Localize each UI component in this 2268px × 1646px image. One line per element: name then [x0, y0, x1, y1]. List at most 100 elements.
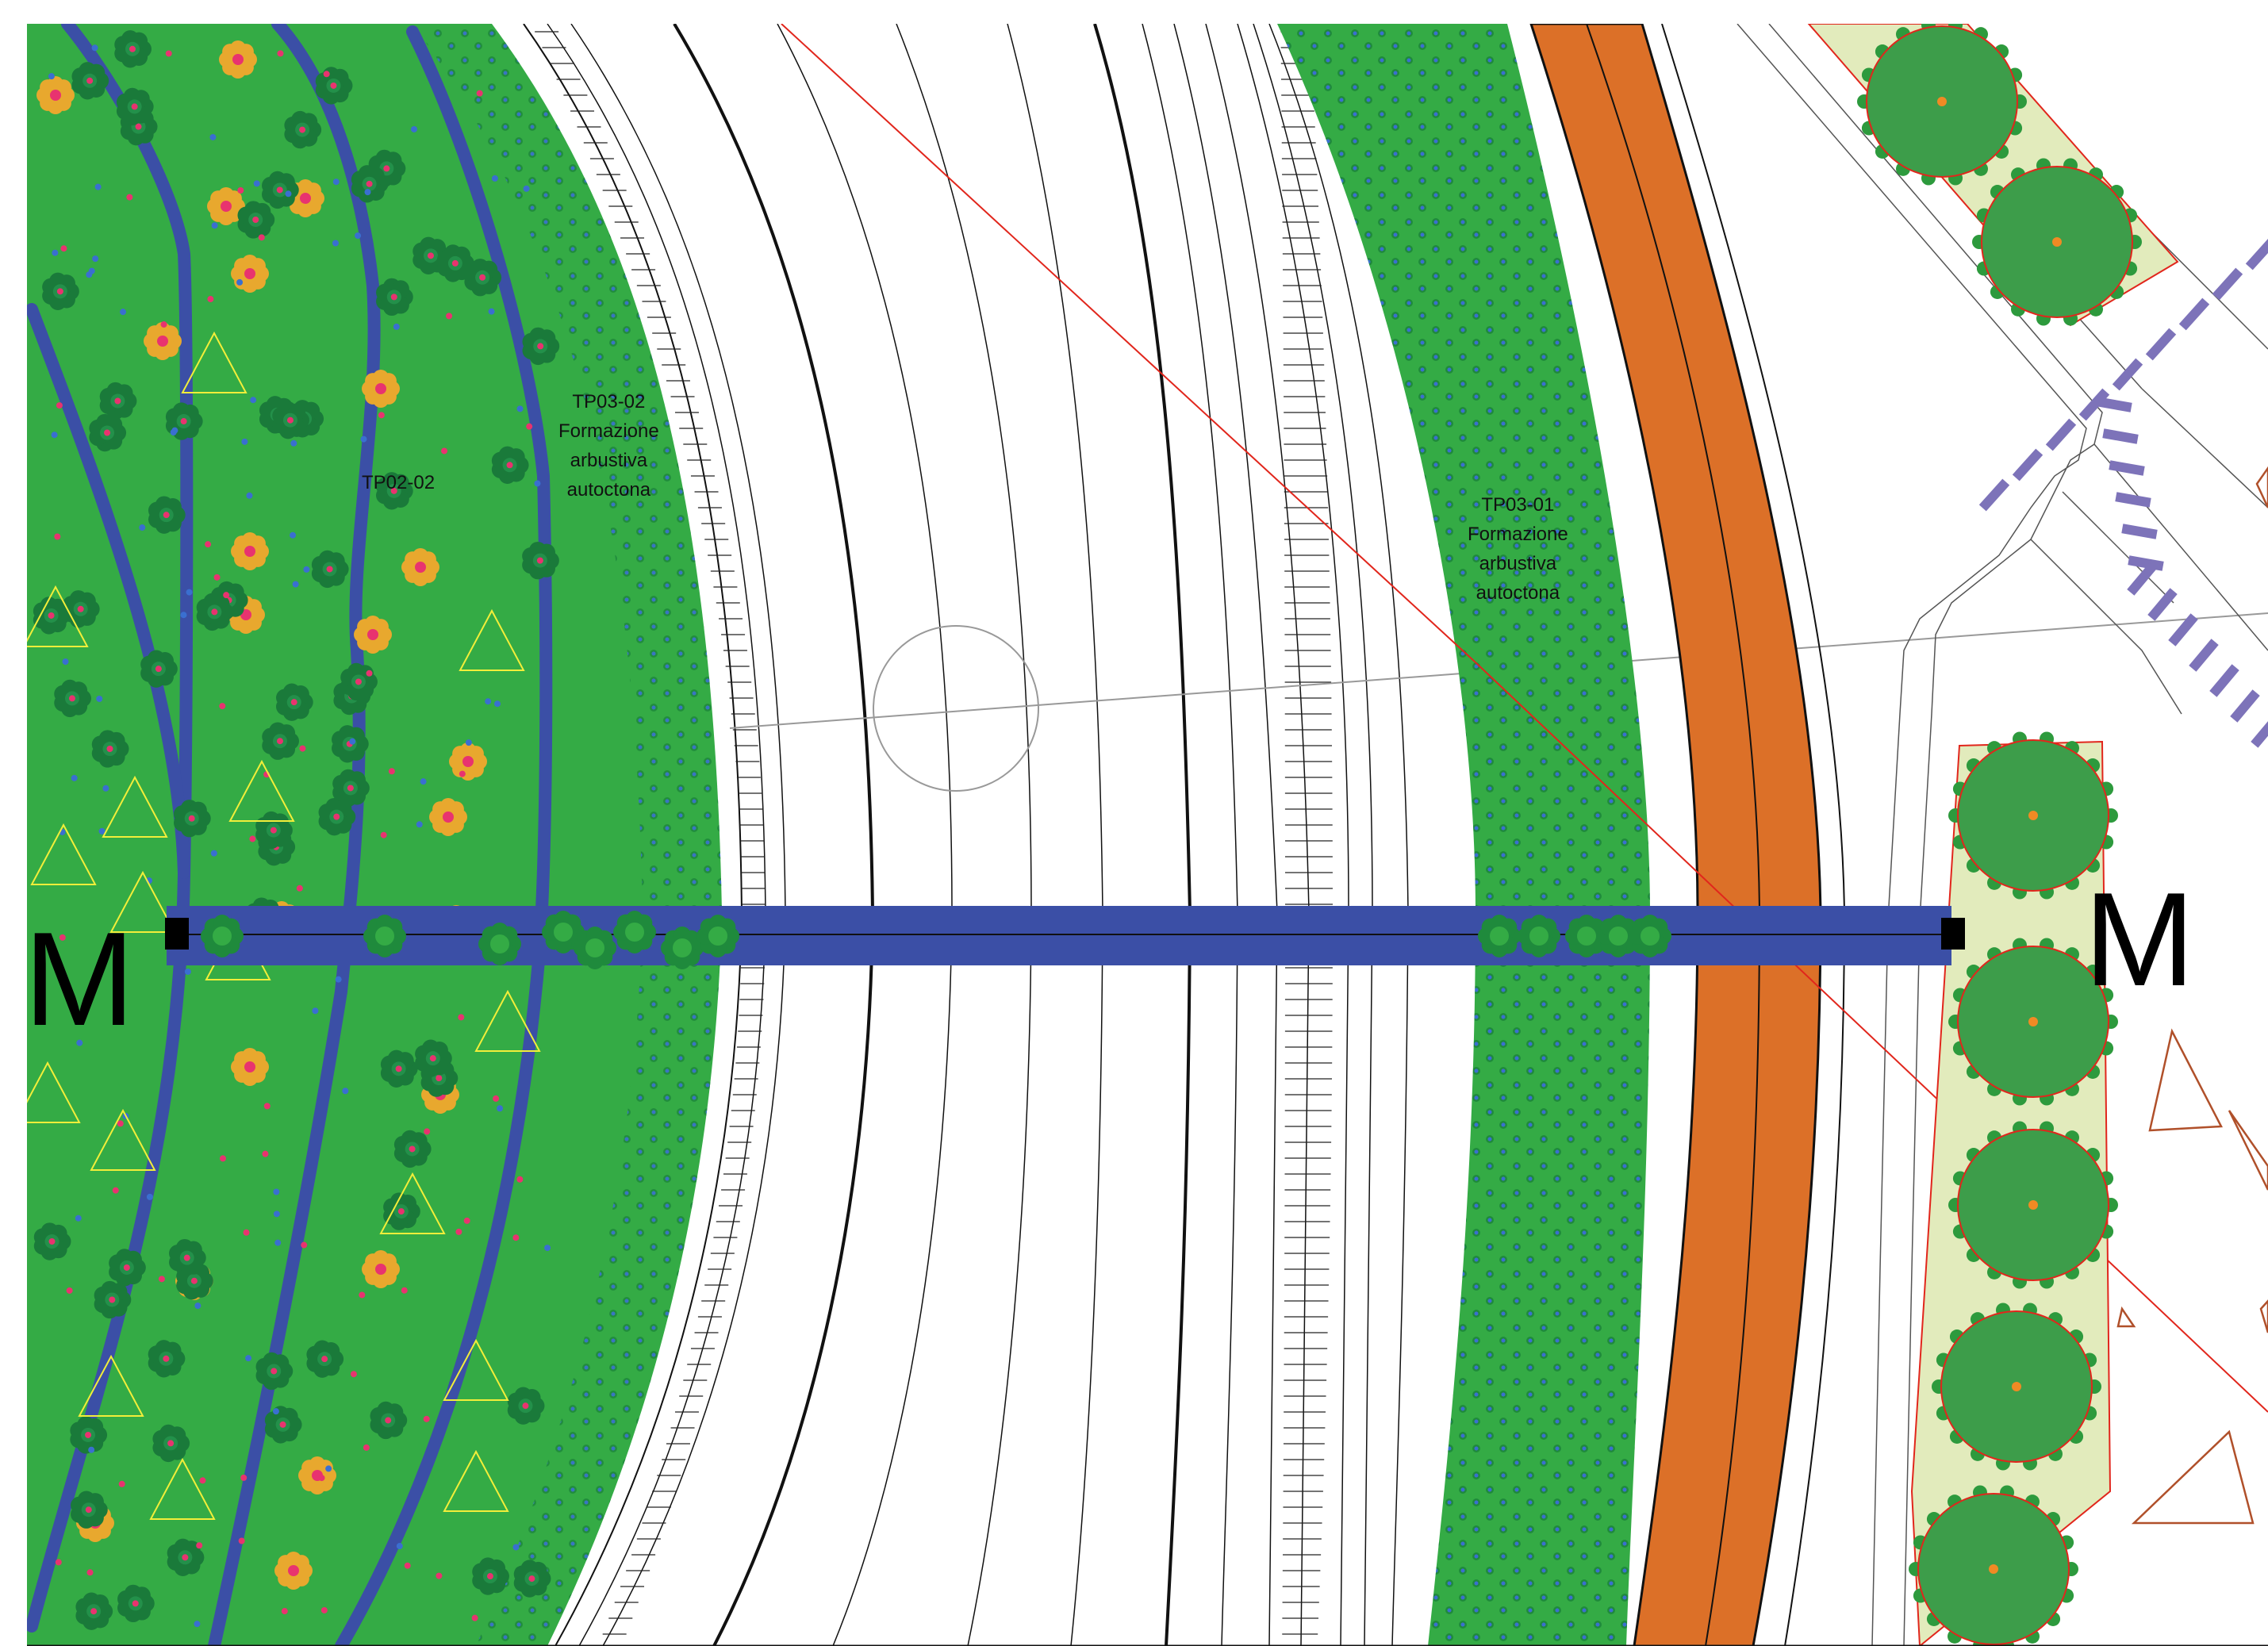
flower-shrub-icon: [231, 1048, 269, 1086]
shrub-icon: [415, 1039, 452, 1077]
tree-icon: [1948, 1121, 2118, 1289]
label-tp03-02-code: TP03-02: [572, 391, 646, 412]
label-tp03-01-line3: arbustiva: [1479, 553, 1557, 574]
shrub-icon: [148, 1340, 186, 1378]
shrub-icon: [62, 590, 100, 628]
shrub-icon: [152, 1424, 190, 1463]
triangle-symbol-icon: [149, 1457, 216, 1520]
shrub-icon: [513, 1560, 551, 1598]
triangle-symbol-icon: [2116, 1306, 2136, 1328]
shrub-icon: [272, 401, 309, 439]
rust-band: [1529, 22, 1846, 1646]
section-bar-shrubs: [201, 911, 1671, 969]
shrub-icon: [697, 915, 739, 957]
shrub-icon: [472, 1557, 509, 1595]
flower-shrub-icon: [36, 76, 75, 114]
triangle-symbol-icon: [2255, 466, 2268, 508]
shrub-icon: [109, 1249, 146, 1287]
survey-red-lines: [781, 23, 2268, 1413]
frame-top-margin: [0, 0, 2268, 24]
triangle-symbol-icon: [102, 775, 168, 838]
flower-shrub-icon: [362, 370, 400, 408]
shrub-icon: [33, 597, 71, 635]
shrub-band-tp03-01: [1277, 24, 1650, 1646]
section-marker-icon: [165, 918, 189, 950]
section-mark-left: M: [24, 904, 135, 1053]
triangle-symbol-icon: [474, 989, 541, 1052]
label-tp02-02-code: TP02-02: [362, 472, 436, 493]
shrub-icon: [54, 679, 91, 718]
flower-shrub-icon: [449, 742, 487, 781]
triangle-symbol-icon: [14, 1061, 81, 1123]
shrub-icon: [574, 927, 616, 969]
label-tp03-02-line4: autoctona: [566, 479, 651, 501]
left-planting-zone: [14, 17, 722, 1646]
triangle-symbol-icon: [22, 585, 89, 647]
shrub-icon: [264, 1406, 302, 1444]
triangle-symbol-icon: [443, 1449, 509, 1512]
shrub-icon: [196, 593, 234, 631]
triangle-symbol-icon: [78, 1354, 144, 1417]
survey-circle: [873, 625, 1039, 792]
triangle-symbol-icon: [109, 870, 176, 933]
shrub-icon: [42, 272, 79, 311]
shrub-icon: [522, 327, 560, 366]
tree-icon: [1932, 1303, 2101, 1471]
shrub-icon: [255, 1352, 294, 1391]
label-tp03-01-line2: Formazione: [1468, 524, 1568, 545]
flower-shrub-icon: [231, 532, 269, 570]
section-mark-right: M: [2084, 865, 2195, 1014]
triangle-symbol-icon: [30, 823, 97, 885]
shrub-icon: [522, 541, 559, 580]
shrub-icon: [315, 67, 353, 105]
label-tp03-02-line3: arbustiva: [570, 450, 648, 471]
flower-shrub-icon: [354, 616, 392, 654]
shrub-icon: [613, 911, 656, 953]
flower-shrub-icon: [144, 322, 182, 360]
shrub-icon: [33, 1222, 71, 1260]
triangle-symbol-icon: [459, 608, 525, 671]
shrub-band-tp03-02: [413, 24, 722, 1646]
label-tp03-01-code: TP03-01: [1481, 494, 1555, 516]
shrub-icon: [70, 1416, 108, 1454]
shrub-icon: [507, 1387, 545, 1425]
triangle-symbol-icon: [228, 759, 295, 822]
shrub-icon: [71, 62, 109, 100]
tree-icon: [1948, 938, 2118, 1106]
meadow-area: [27, 24, 722, 1646]
triangle-symbol-icon: [443, 1338, 509, 1401]
section-bar: [165, 906, 1965, 965]
triangle-symbol-icon: [379, 1172, 446, 1234]
shrub-icon: [89, 413, 127, 452]
shrub-icon: [1629, 915, 1671, 957]
shrub-icon: [71, 1491, 108, 1529]
shrub-icon: [99, 382, 137, 420]
shrub-icon: [174, 800, 211, 838]
shrub-icon: [413, 236, 450, 274]
shrub-icon: [276, 683, 313, 721]
label-tp03-02-line2: Formazione: [558, 420, 659, 442]
flower-shrub-icon: [429, 798, 467, 836]
shrub-icon: [491, 446, 529, 484]
shrub-icon: [311, 550, 349, 589]
shrub-icon: [114, 30, 152, 68]
triangle-symbol-icon: [2259, 1299, 2268, 1333]
shrub-icon: [237, 201, 275, 239]
shrub-icon: [1518, 915, 1560, 957]
shrub-icon: [370, 1401, 408, 1440]
shrub-icon: [351, 165, 389, 203]
shrub-icon: [94, 1280, 132, 1319]
shrub-icon: [376, 278, 413, 317]
label-tp03-01: TP03-01 Formazione arbustiva autoctona: [1468, 490, 1568, 608]
shrub-icon: [340, 662, 378, 701]
triangle-symbol-icon: [2131, 1429, 2255, 1525]
shrub-icon: [117, 1584, 155, 1623]
shrub-icon: [393, 1130, 432, 1168]
road-lines: [523, 22, 1409, 1646]
triangle-symbol-icon: [181, 331, 248, 393]
label-tp03-02: TP03-02 Formazione arbustiva autoctona: [558, 387, 659, 505]
flower-shrub-icon: [219, 40, 257, 79]
shrub-icon: [284, 110, 322, 149]
shrub-icon: [169, 1238, 206, 1277]
flower-shrub-icon: [401, 548, 439, 586]
